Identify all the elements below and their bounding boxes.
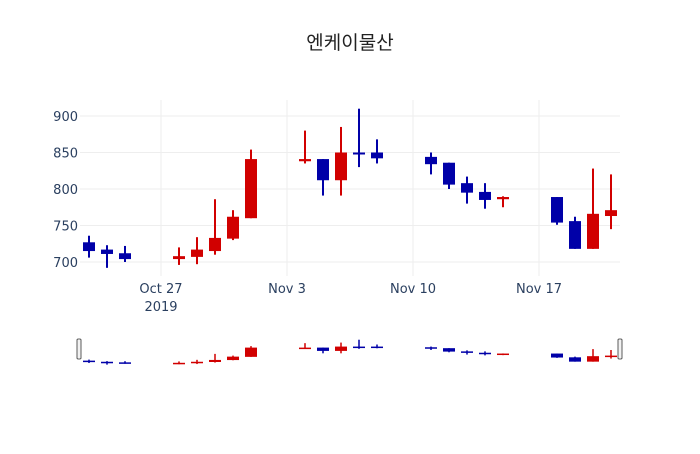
candle-increasing[interactable] (497, 197, 509, 200)
range-slider-candle (479, 352, 491, 355)
range-slider-candle (173, 362, 185, 365)
candle-decreasing[interactable] (371, 152, 383, 159)
range-slider-left-handle[interactable] (76, 338, 82, 360)
candle-decreasing[interactable] (317, 159, 329, 181)
x-tick-label: Nov 3 (268, 282, 306, 297)
range-slider-candle (119, 362, 131, 364)
range-slider-candle (605, 355, 617, 358)
candle-decreasing[interactable] (443, 162, 455, 185)
candle-decreasing[interactable] (83, 242, 95, 252)
range-slider-candle (83, 360, 95, 363)
candle-decreasing[interactable] (551, 197, 563, 223)
range-slider-candle (443, 348, 455, 352)
range-slider-candle (335, 346, 347, 351)
candle-increasing[interactable] (227, 216, 239, 239)
range-slider-candle (587, 356, 599, 362)
candle-decreasing[interactable] (461, 183, 473, 193)
candle-decreasing[interactable] (425, 156, 437, 165)
range-slider-candle (461, 351, 473, 353)
range-slider-candle (353, 346, 365, 349)
x-tick-label: Nov 10 (390, 282, 436, 297)
range-slider-candle (569, 357, 581, 362)
range-slider-candle (497, 353, 509, 356)
candle-increasing[interactable] (605, 210, 617, 217)
candle-increasing[interactable] (173, 256, 185, 260)
x-tick-year: 2019 (144, 300, 177, 315)
range-slider-candle (371, 346, 383, 349)
range-slider-candle (425, 347, 437, 349)
candle-increasing[interactable] (191, 249, 203, 257)
range-slider-candle (551, 353, 563, 358)
x-tick-label: Oct 27 (139, 282, 182, 297)
y-tick-label: 850 (53, 147, 78, 162)
y-tick-label: 750 (53, 220, 78, 235)
range-slider-candle (245, 347, 257, 357)
y-tick-label: 800 (53, 183, 78, 198)
range-slider-candle (317, 347, 329, 351)
range-slider-candle (101, 361, 113, 364)
range-slider[interactable] (80, 338, 620, 366)
range-slider-candle (191, 361, 203, 364)
candle-decreasing[interactable] (353, 152, 365, 155)
candle-increasing[interactable] (299, 159, 311, 162)
range-slider-candle (227, 356, 239, 361)
x-tick-label: Nov 17 (516, 282, 562, 297)
range-slider-candle (209, 359, 221, 362)
range-slider-candle (299, 347, 311, 350)
chart-title: 엔케이물산 (306, 32, 394, 54)
candle-increasing[interactable] (245, 159, 257, 219)
candle-increasing[interactable] (209, 237, 221, 252)
candle-increasing[interactable] (335, 152, 347, 181)
candle-decreasing[interactable] (101, 249, 113, 254)
range-slider-right-handle[interactable] (617, 338, 623, 360)
y-tick-label: 700 (53, 256, 78, 271)
y-tick-label: 900 (53, 110, 78, 125)
candle-decreasing[interactable] (569, 221, 581, 249)
candle-decreasing[interactable] (119, 253, 131, 260)
candle-increasing[interactable] (587, 213, 599, 249)
candle-decreasing[interactable] (479, 191, 491, 200)
